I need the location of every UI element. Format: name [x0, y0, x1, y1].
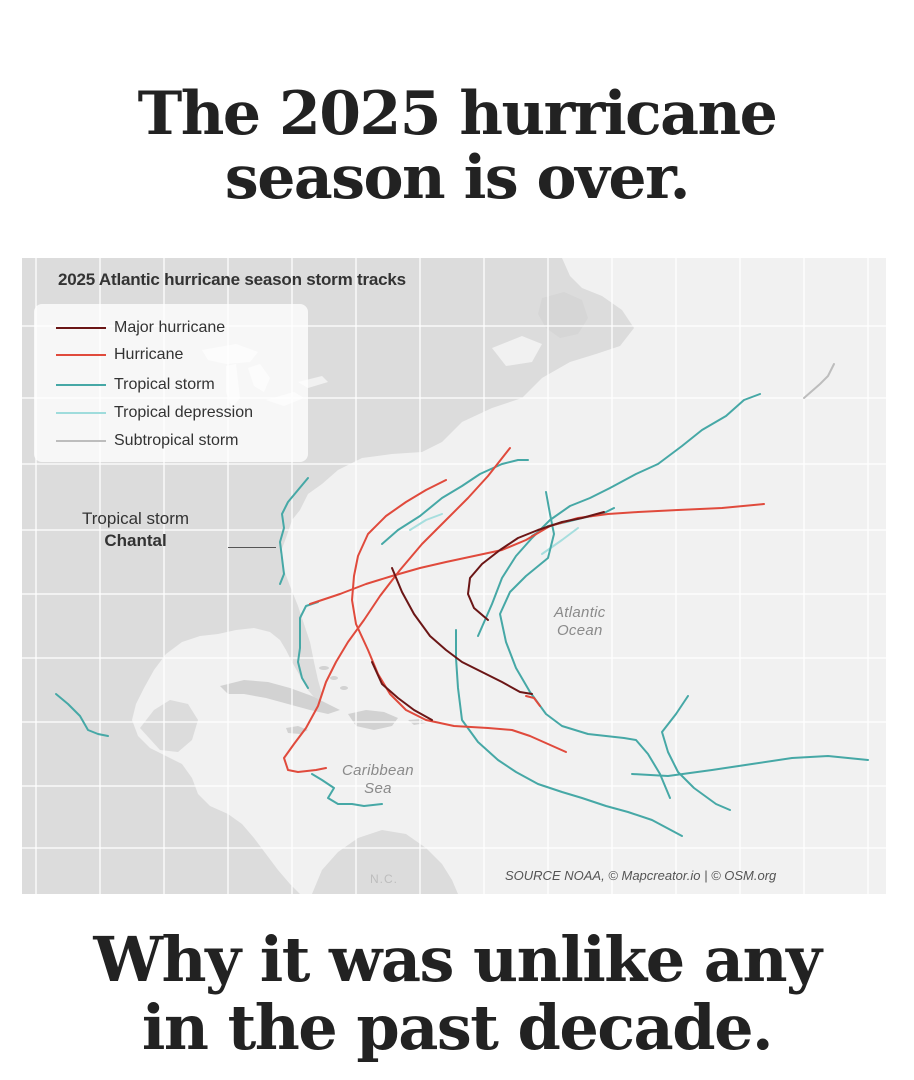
map-title: 2025 Atlantic hurricane season storm tra…: [58, 270, 406, 289]
track-ts-loop: [499, 491, 671, 799]
major-hurricane-tracks: [371, 511, 605, 721]
south-america-landmass: [312, 830, 458, 894]
track-hurricane-small: [525, 695, 541, 707]
cuba-island: [220, 680, 340, 714]
track-tropical-depression-1: [541, 527, 579, 555]
hispaniola-island: [348, 710, 398, 730]
tropical-storm-tracks: [55, 393, 869, 837]
legend-swatch-hurricane: [56, 354, 106, 356]
map-legend: Major hurricane Hurricane Tropical storm…: [34, 304, 308, 462]
track-ts-gulf: [55, 693, 109, 737]
track-ts-long-east-2: [631, 755, 869, 777]
callout-chantal-name: Chantal: [104, 531, 167, 550]
gulf-of-st-lawrence: [492, 336, 542, 366]
track-major-hurricane-east: [467, 511, 605, 621]
track-tropical-depression-2: [409, 513, 443, 531]
callout-chantal: Tropical storm Chantal: [82, 508, 189, 552]
headline-bottom: Why it was unlike any in the past decade…: [0, 926, 914, 1062]
yucatan-peninsula: [140, 700, 198, 752]
legend-swatch-tropical-depression: [56, 412, 106, 414]
track-hurricane-melissa: [283, 447, 511, 773]
bahamas-islands: [319, 666, 348, 690]
callout-chantal-type: Tropical storm: [82, 509, 190, 528]
tropical-depression-tracks: [409, 513, 579, 555]
label-atlantic-ocean: Atlantic Ocean: [554, 604, 606, 640]
track-ts-west-atlantic: [297, 601, 319, 689]
label-atlantic: Atlantic: [554, 604, 606, 621]
legend-label-subtropical-storm: Subtropical storm: [114, 432, 239, 449]
legend-label-hurricane: Hurricane: [114, 346, 184, 363]
track-ts-long-east: [455, 629, 683, 837]
headline-bottom-line2: in the past decade.: [141, 991, 774, 1064]
label-caribbean: Caribbean: [342, 762, 414, 779]
label-caribbean-sea: Caribbean Sea: [342, 762, 414, 798]
track-chantal: [279, 477, 309, 585]
track-ts-caribbean: [311, 773, 383, 807]
headline-top-line1: The 2025 hurricane: [137, 79, 778, 149]
legend-label-tropical-depression: Tropical depression: [114, 404, 254, 421]
legend-swatch-tropical-storm: [56, 384, 106, 386]
track-major-hurricane-south: [371, 661, 433, 721]
track-subtropical-storm: [803, 363, 835, 399]
legend-label-tropical-storm: Tropical storm: [114, 376, 215, 393]
legend-swatch-major-hurricane: [56, 327, 106, 329]
track-ts-north-arc: [477, 393, 761, 637]
track-ts-east-hook: [661, 695, 731, 811]
callout-leader-line: [228, 547, 276, 548]
track-ts-north-short: [381, 459, 529, 545]
track-hurricane-east-long: [309, 503, 765, 605]
storm-track-map: 2025 Atlantic hurricane season storm tra…: [22, 258, 886, 894]
headline-bottom-line1: Why it was unlike any: [93, 923, 822, 996]
track-major-hurricane-west: [391, 567, 533, 695]
label-nc: N.C.: [370, 872, 398, 886]
label-ocean: Ocean: [556, 622, 603, 639]
source-credit: SOURCE NOAA, © Mapcreator.io | © OSM.org: [505, 868, 777, 883]
legend-label-major-hurricane: Major hurricane: [114, 319, 226, 336]
label-sea: Sea: [364, 780, 392, 797]
headline-top-line2: season is over.: [224, 143, 691, 213]
legend-swatch-subtropical-storm: [56, 440, 106, 442]
headline-top: The 2025 hurricane season is over.: [0, 82, 914, 210]
